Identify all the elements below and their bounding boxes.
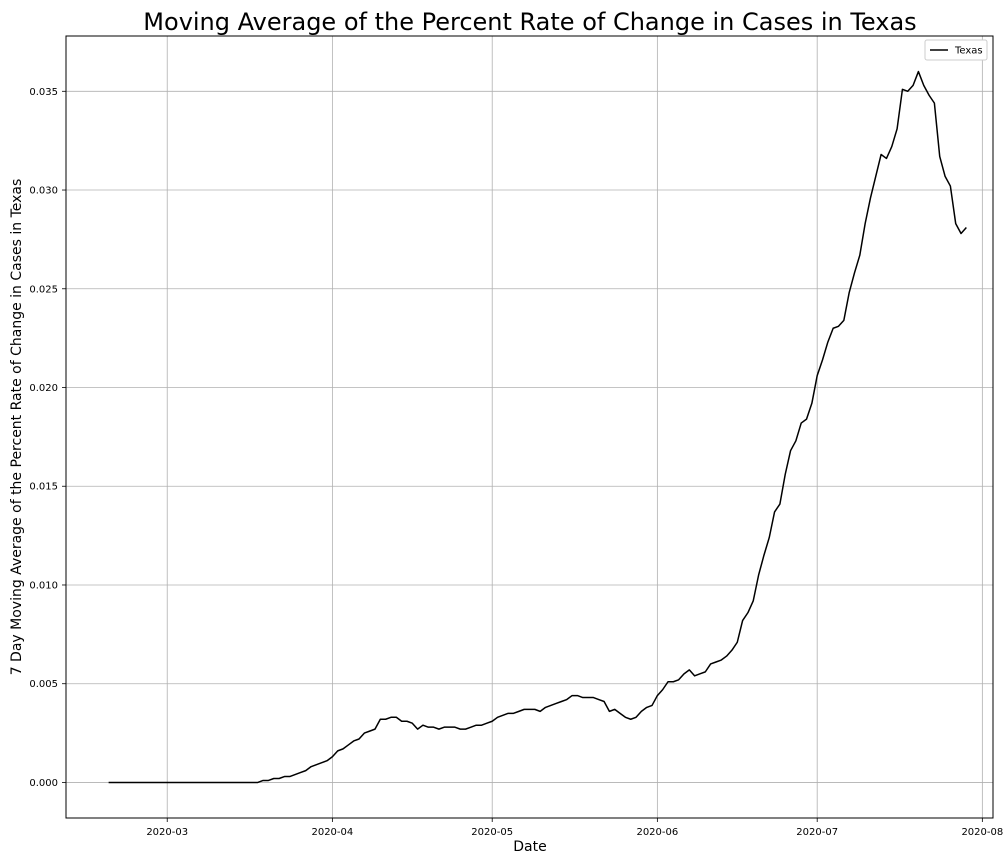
legend: Texas xyxy=(924,39,988,61)
grid-lines xyxy=(66,36,993,818)
y-tick-label: 0.010 xyxy=(29,580,58,591)
y-axis-ticks: 0.000 0.005 0.010 0.015 0.020 0.025 0.030 0.035 xyxy=(29,87,66,789)
y-tick-label: 0.020 xyxy=(29,383,58,394)
y-tick-label: 0.005 xyxy=(29,679,58,690)
y-tick-label: 0.035 xyxy=(29,87,58,98)
series-layer xyxy=(108,70,967,784)
legend-box xyxy=(924,39,988,61)
x-tick-label: 2020-06 xyxy=(636,827,678,838)
x-axis-label: Date xyxy=(513,839,546,855)
x-tick-label: 2020-05 xyxy=(471,827,513,838)
y-tick-label: 0.015 xyxy=(29,482,58,493)
plot-frame xyxy=(65,35,994,819)
x-axis-ticks: 2020-03 2020-04 2020-05 2020-06 2020-07 2020-… xyxy=(146,818,1003,838)
x-tick-label: 2020-03 xyxy=(146,827,188,838)
x-tick-label: 2020-07 xyxy=(796,827,838,838)
y-tick-label: 0.000 xyxy=(29,778,58,789)
legend-entry-label: Texas xyxy=(954,46,983,57)
y-axis-label: 7 Day Moving Average of the Percent Rate… xyxy=(9,179,25,676)
x-tick-label: 2020-08 xyxy=(961,827,1003,838)
x-tick-label: 2020-04 xyxy=(311,827,353,838)
y-tick-label: 0.030 xyxy=(29,186,58,197)
y-tick-label: 0.025 xyxy=(29,284,58,295)
chart-title: Moving Average of the Percent Rate of Ch… xyxy=(143,8,916,36)
series-line-texas xyxy=(108,70,967,784)
